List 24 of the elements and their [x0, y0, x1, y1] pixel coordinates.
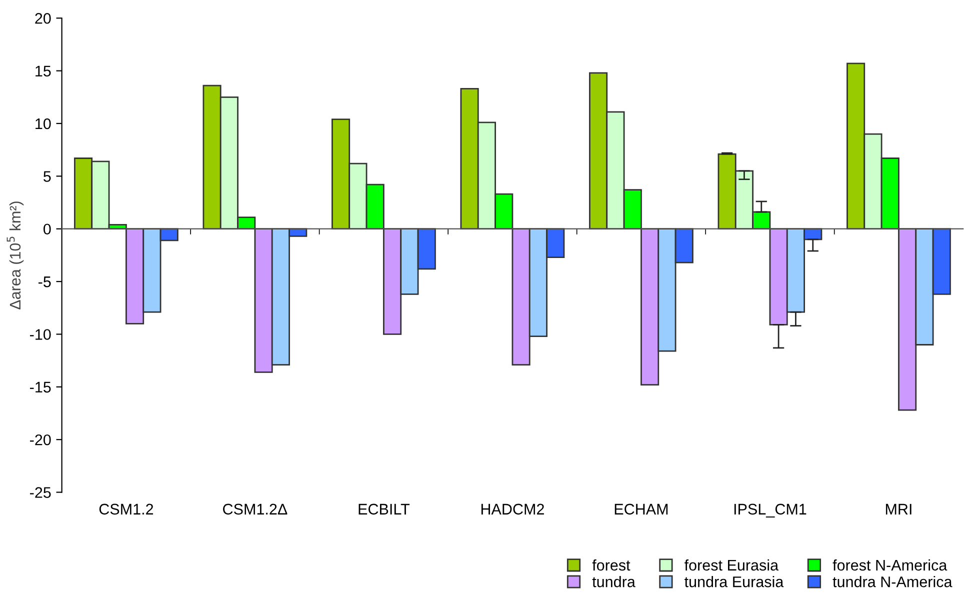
x-tick-label: CSM1.2	[99, 504, 154, 515]
x-tick-label: CSM1.2Δ	[223, 504, 288, 515]
legend-label: forest	[592, 559, 630, 571]
y-tick-label: -15	[30, 382, 51, 393]
legend-label: forest Eurasia	[684, 559, 779, 571]
y-tick-label: 15	[36, 66, 51, 76]
y-axis-title: Δarea (10$^{5}$ km²)	[6, 202, 24, 310]
legend-label: tundra	[592, 576, 636, 588]
y-tick-label: -20	[30, 434, 51, 446]
x-tick-label: IPSL_CM1	[734, 504, 806, 518]
y-tick-label: 20	[35, 12, 51, 24]
y-tick-label: -5	[38, 276, 51, 288]
y-tick-label: 5	[44, 171, 51, 182]
x-tick-label: MRI	[886, 504, 912, 514]
legend-label: tundra Eurasia	[684, 576, 784, 588]
legend-label: forest N-America	[832, 559, 948, 571]
y-tick-label: -25	[30, 487, 51, 498]
y-tick-label: 10	[36, 118, 51, 130]
x-tick-label: ECHAM	[614, 504, 668, 515]
x-tick-label: HADCM2	[481, 504, 544, 515]
y-tick-label: 0	[44, 224, 51, 235]
x-tick-label: ECBILT	[358, 504, 410, 515]
y-tick-label: -10	[30, 329, 51, 340]
legend-label: tundra N-America	[832, 576, 952, 588]
